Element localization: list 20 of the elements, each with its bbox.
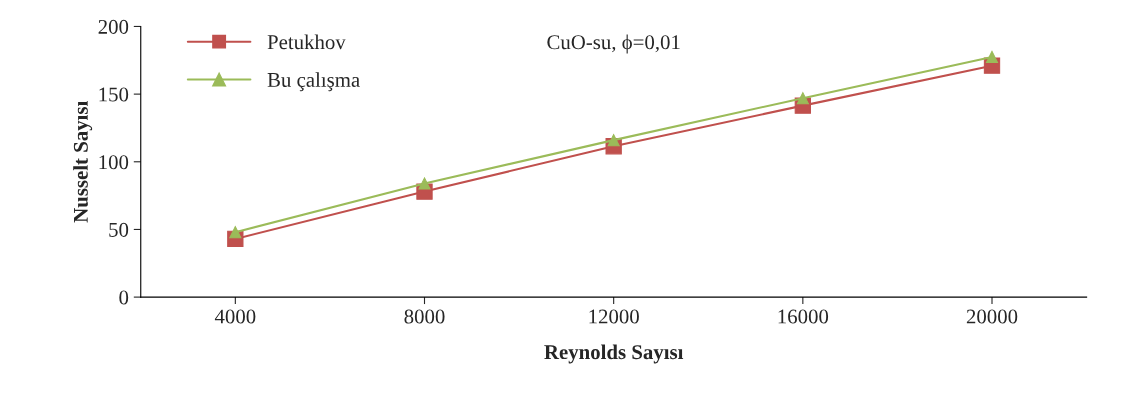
- legend-label: Petukhov: [267, 34, 346, 50]
- point: [607, 134, 620, 147]
- y-tick-label: 0: [119, 290, 129, 305]
- point: [418, 177, 431, 190]
- x-tick-label: 8000: [404, 309, 445, 324]
- y-tick-label: 150: [99, 87, 129, 102]
- x-tick-label: 4000: [214, 309, 256, 324]
- x-tick-label: 20000: [966, 309, 1018, 324]
- point: [229, 226, 242, 239]
- y-tick-label: 200: [98, 19, 129, 34]
- x-tick-label: 16000: [778, 309, 829, 324]
- legend-label: Bu çalışma: [267, 72, 360, 92]
- x-tick-label: 12000: [589, 309, 639, 324]
- point: [985, 50, 999, 63]
- y-axis-title: Nusselt Sayısı: [73, 101, 93, 223]
- y-tick-label: 50: [109, 222, 129, 237]
- x-axis-title: Reynolds Sayısı: [544, 344, 684, 364]
- y-tick-label: 100: [99, 155, 129, 170]
- annotation: CuO-su, ϕ=0,01: [547, 34, 680, 54]
- point: [796, 92, 809, 105]
